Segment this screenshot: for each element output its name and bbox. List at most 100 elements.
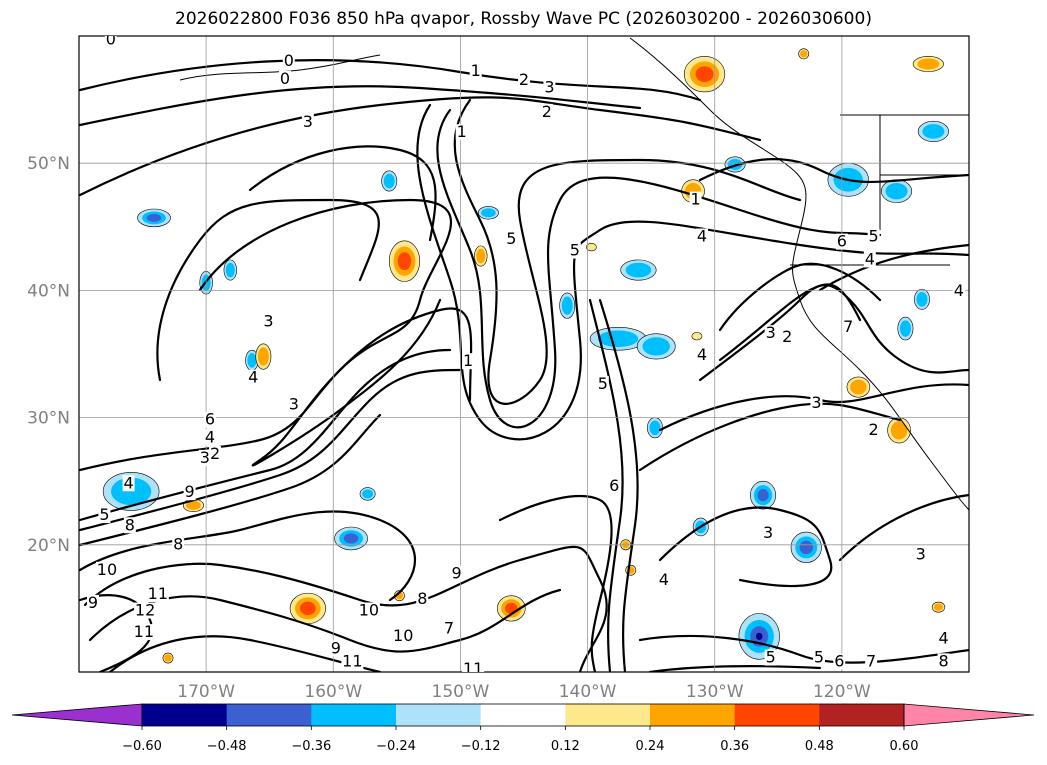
contour-label: 3 — [916, 545, 926, 564]
contour-label-bg — [123, 517, 136, 534]
contour-label-bg — [341, 653, 364, 670]
contour-line — [818, 243, 969, 292]
contour-label-bg — [86, 594, 99, 611]
contour-label-bg — [132, 624, 155, 641]
shading-blob-30-level-1 — [890, 421, 908, 440]
contour-label-bg — [278, 70, 291, 87]
contour-label-bg — [937, 630, 950, 647]
contour-label: 3 — [200, 448, 210, 467]
coastline-segment — [629, 37, 969, 511]
shading-blob-3-level-3 — [755, 632, 763, 641]
contour-label: 4 — [938, 628, 948, 647]
shading-blob-35-level-1 — [164, 654, 172, 662]
contour-label: 11 — [148, 584, 168, 603]
contour-label: 6 — [837, 232, 847, 251]
colorbar-extend-min — [11, 703, 143, 727]
contour-label: 6 — [609, 476, 619, 495]
lon-label: 170°W — [177, 682, 235, 702]
contour-label-bg — [764, 325, 777, 342]
contour-label: 8 — [173, 534, 183, 553]
shading-outline-23 — [692, 517, 709, 537]
shading-blob-34-level-1 — [476, 248, 486, 264]
contour-label-bg — [540, 103, 553, 120]
contour-label-bg — [146, 585, 169, 602]
shading-outline-0 — [388, 240, 421, 282]
contour-label-bg — [198, 449, 211, 466]
contour-label: 1 — [471, 61, 481, 80]
contour-line — [648, 665, 822, 672]
colorbar-segment — [142, 704, 228, 726]
contour-label-bg — [914, 546, 927, 563]
contour-label: 0 — [106, 29, 116, 48]
colorbar-segment — [396, 704, 482, 726]
lat-label: 30°N — [27, 409, 70, 429]
shading-blob-18-level-1 — [362, 489, 374, 499]
contour-label-bg — [696, 228, 708, 245]
contour-label: 3 — [303, 112, 313, 131]
colorbar-frame — [141, 703, 905, 727]
lat-label: 50°N — [27, 154, 70, 174]
contour-label: 9 — [452, 564, 462, 583]
contour-label-bg — [696, 346, 708, 363]
colorbar-segment — [565, 704, 651, 726]
contour-label-bg — [810, 395, 823, 412]
contour-label-bg — [262, 313, 275, 330]
shading-blob-17-level-1 — [481, 208, 496, 218]
colorbar-segment — [311, 704, 397, 726]
contour-line — [79, 413, 382, 547]
shading-blob-14-level-1 — [561, 296, 573, 315]
contour-label: 7 — [866, 651, 876, 670]
shading-blob-16-level-1 — [225, 262, 235, 278]
contour-line — [79, 85, 642, 127]
colorbar-tick-label: 0.12 — [551, 739, 580, 754]
contour-label: 4 — [248, 368, 258, 387]
contour-line — [453, 98, 802, 405]
contour-label-bg — [172, 536, 185, 553]
contour-label: 1 — [463, 351, 473, 370]
lon-label: 120°W — [813, 682, 871, 702]
contour-label-bg — [203, 411, 216, 428]
colorbar-segment — [480, 704, 566, 726]
contour-label-bg — [122, 475, 135, 492]
contour-label-bg — [835, 233, 848, 250]
gridlines — [79, 36, 969, 672]
contour-label-bg — [764, 649, 777, 666]
contour-label: 0 — [280, 69, 290, 88]
contour-line — [416, 103, 969, 441]
lon-label: 130°W — [686, 682, 744, 702]
contour-label: 4 — [123, 473, 133, 492]
shading-outline-35 — [162, 652, 174, 664]
contour-label-bg — [937, 653, 950, 670]
shading-blob-8-level-1 — [597, 330, 639, 347]
lat-label: 40°N — [27, 281, 70, 301]
contour-label: 10 — [393, 626, 413, 645]
shading-outline-6 — [102, 471, 160, 511]
shading-blob-15-level-1 — [247, 353, 257, 368]
colorbar-segment — [226, 704, 312, 726]
contour-label-bg — [812, 649, 825, 666]
contour-line — [638, 402, 902, 472]
contour-label: 4 — [697, 227, 707, 246]
contour-label-bg — [842, 318, 855, 335]
contour-label-bg — [209, 446, 222, 463]
contour-label-bg — [543, 79, 556, 96]
contour-label: 3 — [289, 394, 299, 413]
contour-label: 5 — [869, 227, 879, 246]
shading-outline-34 — [474, 245, 488, 267]
contour-label-bg — [608, 477, 621, 494]
contour-label: 2 — [542, 102, 552, 121]
shading-blob-19-level-1 — [649, 420, 661, 436]
contour-label: 8 — [125, 515, 135, 534]
contour-label-bg — [518, 72, 530, 89]
contour-label: 6 — [205, 410, 215, 429]
contour-label: 2 — [869, 420, 879, 439]
shading-outline-14 — [559, 292, 576, 319]
contour-label-bg — [596, 376, 609, 393]
contour-label-bg — [98, 507, 111, 524]
lon-label: 140°W — [559, 682, 617, 702]
contour-label-bg — [833, 653, 846, 670]
contour-label-bg — [952, 283, 965, 300]
contour-label-bg — [450, 565, 463, 582]
contour-line — [108, 635, 382, 672]
